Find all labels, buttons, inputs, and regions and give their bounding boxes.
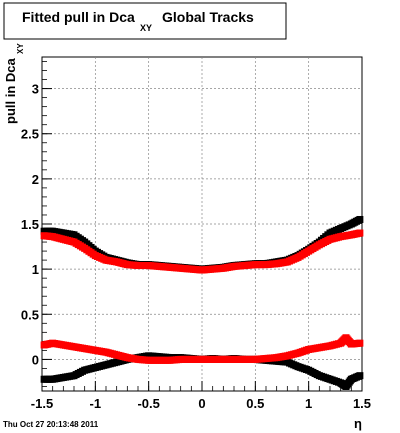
y-axis-title: pull in Dca	[3, 58, 18, 125]
y-tick-label: 1	[32, 262, 39, 277]
y-tick-label: 1.5	[21, 217, 39, 232]
grid	[42, 57, 362, 391]
y-axis-title-subscript: XY	[16, 43, 25, 54]
x-tick-label: -1	[90, 396, 102, 411]
x-tick-label: -1.5	[31, 396, 53, 411]
series-1	[40, 229, 364, 274]
y-tick-label: 2.5	[21, 127, 39, 142]
data-point	[356, 215, 364, 223]
data-point	[356, 372, 364, 380]
y-axis-title-group: pull in Dca XY	[3, 43, 25, 124]
x-axis-title: η	[354, 416, 362, 431]
title-box	[3, 2, 287, 40]
y-tick-label: 0.5	[21, 307, 39, 322]
x-tick-labels: -1.5 -1 -0.5 0 0.5 1 1.5	[31, 396, 371, 411]
x-tick-label: 1	[305, 396, 312, 411]
y-tick-label: 0	[32, 352, 39, 367]
chart-title-subscript: XY	[140, 23, 152, 33]
data-point	[356, 339, 364, 347]
chart-title-suffix: Global Tracks	[162, 9, 254, 25]
y-tick-label: 3	[32, 82, 39, 97]
series-3	[40, 334, 364, 364]
x-tick-label: 0	[198, 396, 205, 411]
x-tick-label: 0.5	[246, 396, 264, 411]
chart-title: Fitted pull in Dca	[22, 9, 135, 25]
y-tick-labels: 0 0.5 1 1.5 2 2.5 3	[21, 82, 39, 368]
data-point	[356, 229, 364, 237]
x-tick-label: 1.5	[353, 396, 371, 411]
data-points	[40, 215, 364, 390]
timestamp: Thu Oct 27 20:13:48 2011	[3, 420, 99, 429]
y-tick-label: 2	[32, 172, 39, 187]
x-tick-label: -0.5	[137, 396, 159, 411]
